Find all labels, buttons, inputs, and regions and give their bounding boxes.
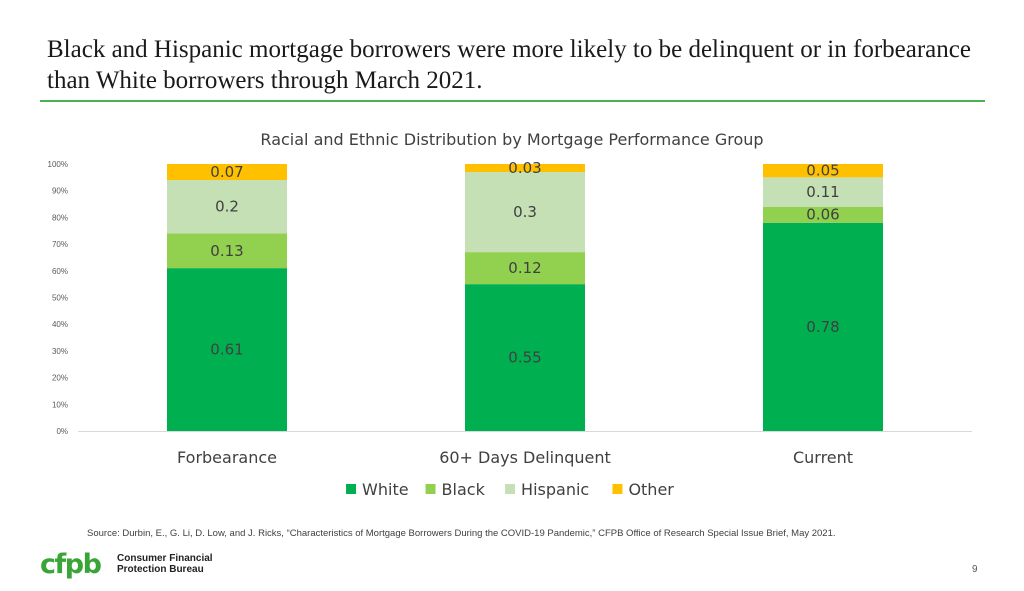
data-label-white-0: 0.61 [210, 341, 243, 359]
y-tick-label-7: 70% [52, 240, 68, 249]
stacked-bar-chart: Racial and Ethnic Distribution by Mortga… [48, 130, 972, 499]
y-tick-label-2: 20% [52, 374, 68, 383]
y-tick-label-9: 90% [52, 187, 68, 196]
data-label-other-2: 0.05 [806, 162, 839, 180]
x-axis: Forbearance 60+ Days Delinquent Current [78, 431, 972, 467]
data-label-black-1: 0.12 [508, 259, 541, 277]
page-number: 9 [972, 564, 978, 575]
bureau-name: Consumer Financial Protection Bureau [117, 553, 213, 575]
data-label-black-2: 0.06 [806, 206, 839, 224]
bar-other-1 [465, 164, 585, 173]
bar-black-1 [465, 252, 585, 285]
data-label-white-2: 0.78 [806, 318, 839, 336]
bureau-name-line2: Protection Bureau [117, 564, 204, 575]
bar-hispanic-0 [167, 180, 287, 234]
chart-title: Racial and Ethnic Distribution by Mortga… [260, 130, 763, 149]
bar-white-2 [763, 222, 883, 431]
data-label-other-0: 0.07 [210, 163, 243, 181]
bar-hispanic-2 [763, 177, 883, 207]
y-tick-label-4: 40% [52, 320, 68, 329]
data-label-hispanic-2: 0.11 [806, 183, 839, 201]
legend-label-black: Black [442, 480, 486, 499]
legend-swatch-other [612, 484, 623, 494]
y-tick-label-3: 30% [52, 347, 68, 356]
bar-white-1 [465, 284, 585, 431]
legend-swatch-black [425, 484, 436, 494]
bar-black-2 [763, 206, 883, 223]
data-label-hispanic-1: 0.3 [513, 203, 537, 221]
legend-label-white: White [362, 480, 409, 499]
x-tick-label-2: Current [793, 448, 853, 467]
y-tick-label-8: 80% [52, 213, 68, 222]
y-axis: 0% 10% 20% 30% 40% 50% 60% 70% 80% 90% 100% [48, 160, 68, 436]
legend-label-hispanic: Hispanic [521, 480, 589, 499]
y-tick-label-1: 10% [52, 400, 68, 409]
cfpb-logo: cfpb [40, 549, 103, 580]
y-tick-label-0: 0% [56, 427, 68, 436]
bar-other-2 [763, 164, 883, 178]
title-divider [40, 100, 985, 102]
legend-swatch-white [346, 484, 357, 494]
data-label-other-1: 0.03 [508, 159, 541, 177]
y-tick-label-6: 60% [52, 267, 68, 276]
y-tick-label-5: 50% [52, 294, 68, 303]
legend: White Black Hispanic Other [346, 480, 674, 499]
legend-label-other: Other [628, 480, 674, 499]
data-label-white-1: 0.55 [508, 349, 541, 367]
legend-swatch-hispanic [505, 484, 516, 494]
source-note: Source: Durbin, E., G. Li, D. Low, and J… [87, 528, 836, 539]
x-tick-label-0: Forbearance [177, 448, 277, 467]
bureau-name-line1: Consumer Financial [117, 553, 213, 564]
bar-white-0 [167, 268, 287, 431]
bar-black-0 [167, 233, 287, 269]
slide-title: Black and Hispanic mortgage borrowers we… [47, 36, 971, 94]
bar-hispanic-1 [465, 172, 585, 253]
bars: 0.61 0.13 0.2 0.07 0.55 0.12 0.3 0.03 0.78 0.06 0.… [167, 159, 883, 431]
data-label-black-0: 0.13 [210, 242, 243, 260]
bar-other-0 [167, 164, 287, 181]
data-label-hispanic-0: 0.2 [215, 198, 239, 216]
x-tick-label-1: 60+ Days Delinquent [439, 448, 611, 467]
y-tick-label-10: 100% [48, 160, 68, 169]
svg-text:cfpb: cfpb [40, 549, 102, 580]
